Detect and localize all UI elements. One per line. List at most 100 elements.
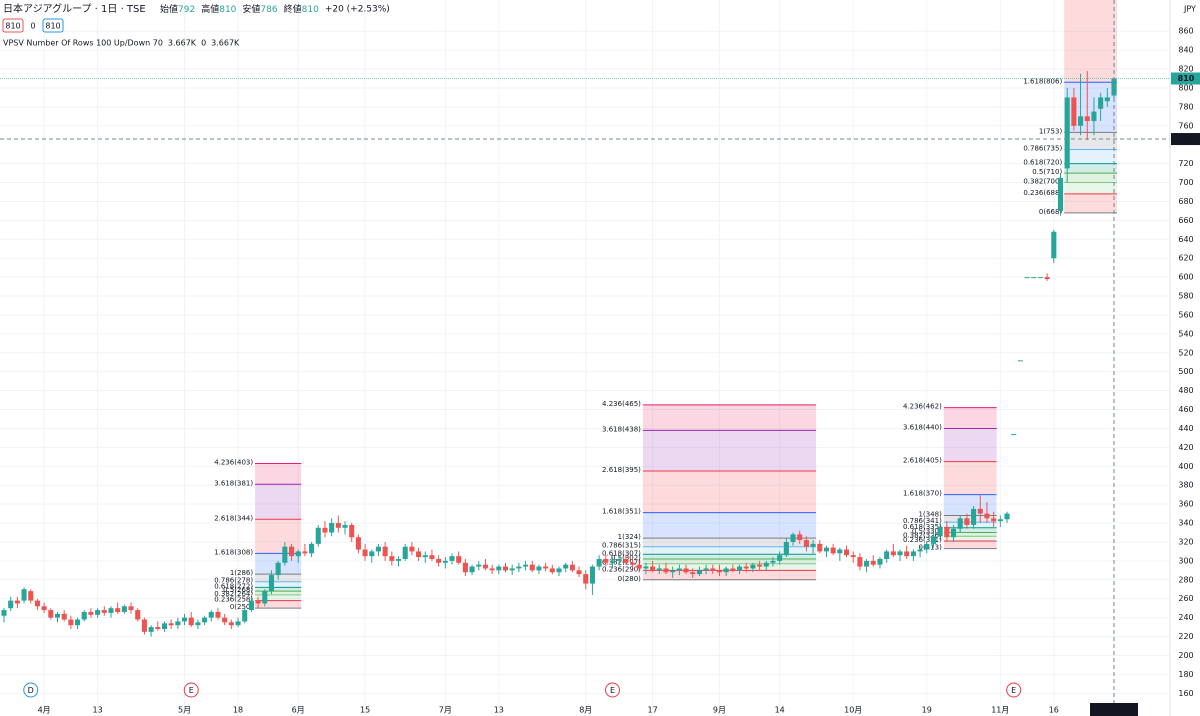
candle-body bbox=[529, 564, 535, 571]
price-button-label: 0 bbox=[30, 22, 35, 31]
candle-body bbox=[823, 547, 830, 552]
fib-zone bbox=[642, 558, 817, 564]
fib-zone bbox=[1064, 0, 1117, 83]
candle-body bbox=[763, 562, 769, 567]
price-button[interactable] bbox=[2, 18, 24, 33]
price-axis-bg bbox=[1170, 0, 1200, 716]
ohlc-value: 810 bbox=[302, 5, 319, 15]
price-button[interactable] bbox=[27, 19, 39, 32]
fib-drawings[interactable]: 0(250)0.236(258)0.382(264)0.5(268)0.618(… bbox=[214, 0, 1117, 611]
date-tag bbox=[1090, 703, 1138, 716]
candle-body bbox=[877, 558, 883, 565]
candle-body bbox=[148, 627, 154, 632]
indicator-name: VPSV Number Of Rows 100 Up/Down 70 bbox=[3, 39, 163, 48]
candle-body bbox=[202, 617, 208, 623]
indicator-value: 3.667K bbox=[211, 39, 240, 48]
y-tick-label: 660 bbox=[1178, 216, 1193, 225]
candle-body bbox=[576, 570, 582, 575]
y-tick-label: 460 bbox=[1178, 405, 1193, 414]
fib-zone bbox=[943, 536, 997, 542]
fib-label: 1(286) bbox=[230, 569, 254, 577]
y-tick-label: 420 bbox=[1178, 443, 1193, 452]
x-tick-label: 17 bbox=[648, 706, 658, 715]
candle-body bbox=[355, 537, 361, 550]
candle-body bbox=[462, 562, 468, 573]
fib-zone bbox=[1064, 173, 1117, 183]
candle-body bbox=[904, 551, 910, 557]
candle-body bbox=[21, 589, 27, 601]
candle-body bbox=[884, 551, 890, 559]
ohlc-value: 810 bbox=[219, 5, 236, 15]
x-tick-label: 10月 bbox=[844, 706, 862, 715]
change: +20 (+2.53%) bbox=[325, 5, 390, 15]
event-label[interactable]: E bbox=[610, 686, 615, 695]
candle-body bbox=[523, 564, 529, 567]
candle-body bbox=[630, 562, 636, 565]
candle-body bbox=[235, 621, 241, 626]
overlay: 4月 13 5月 18 6月 15 7月 13 8月 17 9月 14 10月 19 11月 16 2020-1… bbox=[0, 0, 1170, 716]
x-tick-label: 13 bbox=[93, 706, 103, 715]
candle-body bbox=[723, 568, 729, 573]
candle-body bbox=[556, 568, 562, 573]
fib-zone bbox=[943, 527, 997, 533]
candle-body bbox=[322, 527, 328, 533]
event-label[interactable]: D bbox=[28, 686, 34, 695]
candle-body bbox=[362, 549, 368, 557]
crosshair-tag bbox=[1171, 133, 1200, 146]
symbol-title[interactable]: 日本アジアグループ · 1日 · TSE bbox=[3, 2, 146, 15]
price-button[interactable] bbox=[42, 18, 64, 33]
candle-body bbox=[549, 568, 555, 573]
candle-body bbox=[676, 568, 682, 571]
y-tick-label: 360 bbox=[1178, 500, 1193, 509]
price-button-label: 810 bbox=[45, 22, 60, 31]
candle-body bbox=[656, 568, 662, 571]
fib-label: 4.236(403) bbox=[214, 458, 253, 466]
x-tick-label: 8月 bbox=[579, 706, 592, 715]
candle-body bbox=[248, 600, 254, 611]
x-tick-label: 19 bbox=[922, 706, 932, 715]
indicator-value: 3.667K bbox=[168, 39, 197, 48]
candle-body bbox=[589, 566, 595, 584]
fib-zone bbox=[943, 522, 997, 528]
y-tick-label: 520 bbox=[1178, 348, 1193, 357]
y-tick-label: 500 bbox=[1178, 367, 1193, 376]
x-tick-label: 9月 bbox=[713, 706, 726, 715]
candle-body bbox=[1011, 434, 1017, 436]
candle-body bbox=[1078, 116, 1084, 126]
fib-zone bbox=[1064, 132, 1117, 150]
y-tick-label: 620 bbox=[1178, 254, 1193, 263]
candle-body bbox=[897, 551, 903, 556]
candle-body bbox=[636, 564, 642, 569]
event-label[interactable]: E bbox=[1011, 686, 1016, 695]
fib-label: 2.618(344) bbox=[214, 514, 253, 522]
candle-body bbox=[850, 555, 856, 558]
candle-body bbox=[1071, 97, 1077, 126]
y-tick-label: 800 bbox=[1178, 83, 1193, 92]
candle-body bbox=[857, 557, 863, 567]
candle-body bbox=[409, 546, 415, 552]
candle-body bbox=[616, 558, 622, 561]
event-marker bbox=[23, 682, 39, 698]
candle-body bbox=[991, 518, 997, 522]
fib-zone bbox=[255, 519, 302, 554]
fib-label: 2.618(395) bbox=[602, 466, 641, 474]
candle-body bbox=[1004, 513, 1010, 520]
crosshair-label: 746 bbox=[1178, 135, 1193, 144]
x-tick-label: 5月 bbox=[178, 706, 191, 715]
candle-body bbox=[596, 558, 602, 567]
candle-body bbox=[335, 523, 341, 528]
fib-zone bbox=[642, 404, 817, 431]
ohlc-item: 高値810 bbox=[201, 3, 236, 15]
fib-label: 1(348) bbox=[919, 510, 943, 518]
ohlc-label: 始値 bbox=[160, 3, 178, 15]
fib-label: 0.618(272) bbox=[214, 582, 253, 590]
candle-body bbox=[1024, 277, 1030, 279]
candle-body bbox=[309, 543, 315, 554]
fib-label: 0(280) bbox=[618, 575, 642, 583]
candle-body bbox=[803, 540, 809, 547]
fib-label: 0.382(700) bbox=[1023, 178, 1062, 186]
fib-zone bbox=[255, 581, 302, 588]
candle-body bbox=[543, 566, 549, 569]
candle-body bbox=[583, 574, 589, 584]
event-label[interactable]: E bbox=[189, 686, 194, 695]
